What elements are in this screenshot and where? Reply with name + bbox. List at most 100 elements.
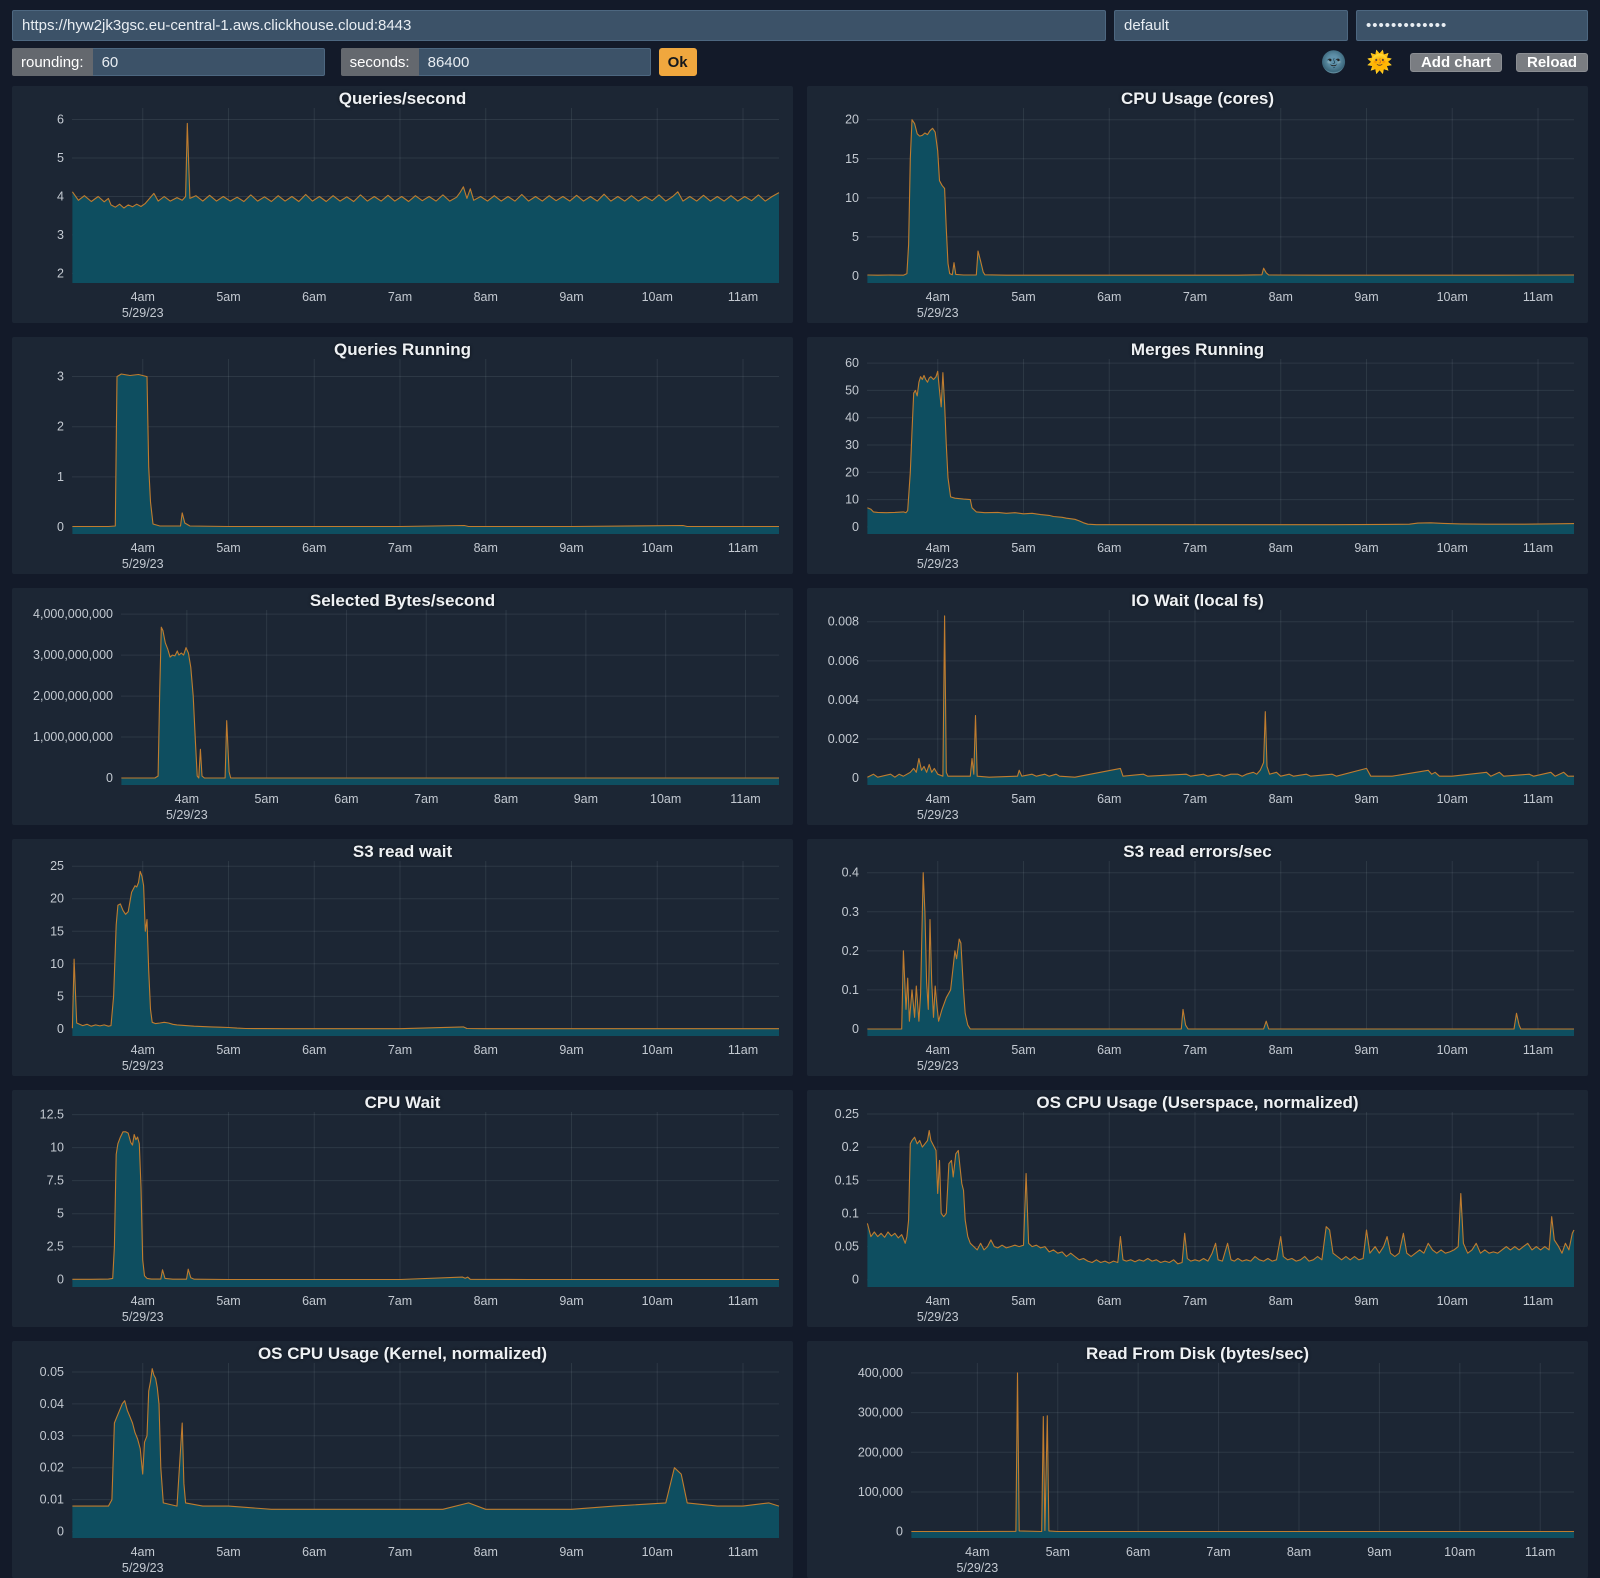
- x-tick-label: 4am: [926, 290, 950, 304]
- chart-canvas[interactable]: 0 2.5 5 7.5 10 12.5 4am 5/29/23 5am 6am 7am 8am 9am 1…: [12, 1090, 793, 1327]
- chart-panel-cpu-wait: CPU Wait 0 2.5 5 7.5 10 12.5 4am 5/29/23 5am 6am 7a…: [12, 1090, 793, 1327]
- chart-canvas[interactable]: 0 0.01 0.02 0.03 0.04 0.05 4am 5/29/23 5am 6am 7am…: [12, 1341, 793, 1578]
- x-date-label: 5/29/23: [956, 1561, 998, 1575]
- y-tick-label: 10: [845, 493, 859, 507]
- x-tick-label: 6am: [302, 290, 326, 304]
- y-tick-label: 0: [852, 1273, 859, 1287]
- y-tick-label: 400,000: [858, 1366, 903, 1380]
- x-tick-label: 6am: [302, 1294, 326, 1308]
- x-tick-label: 6am: [302, 1545, 326, 1559]
- light-theme-icon[interactable]: 🌞: [1364, 52, 1396, 73]
- y-tick-label: 12.5: [40, 1108, 64, 1122]
- x-tick-label: 10am: [1437, 1294, 1468, 1308]
- x-tick-label: 11am: [1523, 792, 1553, 806]
- ok-button[interactable]: Ok: [658, 48, 697, 76]
- y-tick-label: 0.004: [828, 693, 859, 707]
- y-tick-label: 30: [845, 438, 859, 452]
- y-tick-label: 5: [57, 151, 64, 165]
- dark-theme-icon[interactable]: 🌚: [1318, 52, 1350, 73]
- x-tick-label: 8am: [474, 1043, 498, 1057]
- x-tick-label: 9am: [574, 792, 598, 806]
- chart-canvas[interactable]: 0 10 20 30 40 50 60 4am 5/29/23 5am 6am 7am 8am 9am 10…: [807, 337, 1588, 574]
- x-tick-label: 4am: [926, 1043, 950, 1057]
- y-tick-label: 0: [57, 520, 64, 534]
- x-tick-label: 4am: [926, 1294, 950, 1308]
- x-date-label: 5/29/23: [917, 1059, 959, 1073]
- x-tick-label: 9am: [559, 1294, 583, 1308]
- x-tick-label: 4am: [131, 290, 155, 304]
- x-tick-label: 8am: [1269, 290, 1293, 304]
- x-tick-label: 11am: [1523, 541, 1553, 555]
- x-tick-label: 7am: [388, 1294, 412, 1308]
- server-url-input[interactable]: [12, 10, 1106, 41]
- x-tick-label: 5am: [1011, 1294, 1035, 1308]
- chart-panel-io-wait-local-fs: IO Wait (local fs) 0 0.002 0.004 0.006 0.008 4…: [807, 588, 1588, 825]
- chart-canvas[interactable]: 0 5 10 15 20 25 4am 5/29/23 5am 6am 7am 8am 9am 10am 1…: [12, 839, 793, 1076]
- seconds-input[interactable]: [418, 48, 651, 76]
- x-tick-label: 8am: [474, 1545, 498, 1559]
- y-tick-label: 0.006: [828, 654, 859, 668]
- x-tick-label: 10am: [1437, 1043, 1468, 1057]
- x-tick-label: 6am: [1097, 290, 1121, 304]
- y-tick-label: 3: [57, 370, 64, 384]
- series-area: [72, 123, 779, 284]
- y-tick-label: 100,000: [858, 1485, 903, 1499]
- series-line: [72, 373, 779, 528]
- y-tick-label: 0.01: [40, 1493, 64, 1507]
- x-tick-label: 11am: [728, 1294, 758, 1308]
- rounding-label: rounding:: [12, 48, 93, 76]
- chart-canvas[interactable]: 0 0.05 0.1 0.15 0.2 0.25 4am 5/29/23 5am 6am 7am 8a…: [807, 1090, 1588, 1327]
- chart-canvas[interactable]: 0 0.002 0.004 0.006 0.008 4am 5/29/23 5am 6am 7am…: [807, 588, 1588, 825]
- y-tick-label: 0: [896, 1525, 903, 1539]
- rounding-input[interactable]: [92, 48, 325, 76]
- spacer: [331, 48, 335, 76]
- y-tick-label: 25: [50, 859, 64, 873]
- y-tick-label: 0.15: [835, 1173, 859, 1187]
- series-line: [867, 872, 1574, 1030]
- controls-bar: rounding: seconds: Ok 🌚 🌞 Add chart Relo…: [12, 48, 1588, 76]
- x-tick-label: 9am: [559, 541, 583, 555]
- series-line: [71, 870, 779, 1030]
- y-tick-label: 10: [50, 957, 64, 971]
- x-tick-label: 6am: [1097, 1294, 1121, 1308]
- x-tick-label: 8am: [1269, 1043, 1293, 1057]
- y-tick-label: 0.2: [842, 944, 859, 958]
- y-tick-label: 0: [852, 520, 859, 534]
- y-tick-label: 20: [50, 892, 64, 906]
- y-tick-label: 2: [57, 420, 64, 434]
- reload-button[interactable]: Reload: [1515, 52, 1588, 72]
- series-area: [72, 374, 779, 534]
- x-date-label: 5/29/23: [122, 306, 164, 320]
- chart-canvas[interactable]: 0 100,000 200,000 300,000 400,000 4am 5/29/23 5…: [807, 1341, 1588, 1578]
- x-tick-label: 11am: [1523, 290, 1553, 304]
- y-tick-label: 4: [57, 189, 64, 203]
- chart-panel-queries-running: Queries Running 0 1 2 3 4am 5/29/23 5am 6am 7am 8a…: [12, 337, 793, 574]
- series-line: [71, 122, 780, 209]
- add-chart-button[interactable]: Add chart: [1409, 52, 1502, 72]
- x-tick-label: 11am: [728, 1545, 758, 1559]
- chart-canvas[interactable]: 0 5 10 15 20 4am 5/29/23 5am 6am 7am 8am 9am 10am 11a…: [807, 86, 1588, 323]
- x-tick-label: 6am: [302, 1043, 326, 1057]
- password-input[interactable]: [1356, 10, 1588, 41]
- connection-bar: [12, 10, 1588, 41]
- x-tick-label: 9am: [1354, 541, 1378, 555]
- x-tick-label: 4am: [965, 1545, 989, 1559]
- y-tick-label: 1,000,000,000: [33, 730, 113, 744]
- x-date-label: 5/29/23: [166, 808, 208, 822]
- chart-panel-cpu-usage-cores: CPU Usage (cores) 0 5 10 15 20 4am 5/29/23 5am 6a…: [807, 86, 1588, 323]
- x-tick-label: 6am: [1126, 1545, 1150, 1559]
- x-tick-label: 11am: [728, 290, 758, 304]
- series-line: [867, 119, 1575, 276]
- x-date-label: 5/29/23: [917, 557, 959, 571]
- y-tick-label: 20: [845, 113, 859, 127]
- y-tick-label: 0: [57, 1273, 64, 1287]
- x-tick-label: 9am: [559, 290, 583, 304]
- x-tick-label: 6am: [334, 792, 358, 806]
- chart-canvas[interactable]: 0 0.1 0.2 0.3 0.4 4am 5/29/23 5am 6am 7am 8am 9am 10…: [807, 839, 1588, 1076]
- username-input[interactable]: [1114, 10, 1348, 41]
- y-tick-label: 5: [852, 230, 859, 244]
- chart-canvas[interactable]: 0 1 2 3 4am 5/29/23 5am 6am 7am 8am 9am 10am 11am: [12, 337, 793, 574]
- chart-canvas[interactable]: 0 1,000,000,000 2,000,000,000 3,000,000,000…: [12, 588, 793, 825]
- x-tick-label: 7am: [388, 541, 412, 555]
- chart-canvas[interactable]: 2 3 4 5 6 4am 5/29/23 5am 6am 7am 8am 9am 10am 11am: [12, 86, 793, 323]
